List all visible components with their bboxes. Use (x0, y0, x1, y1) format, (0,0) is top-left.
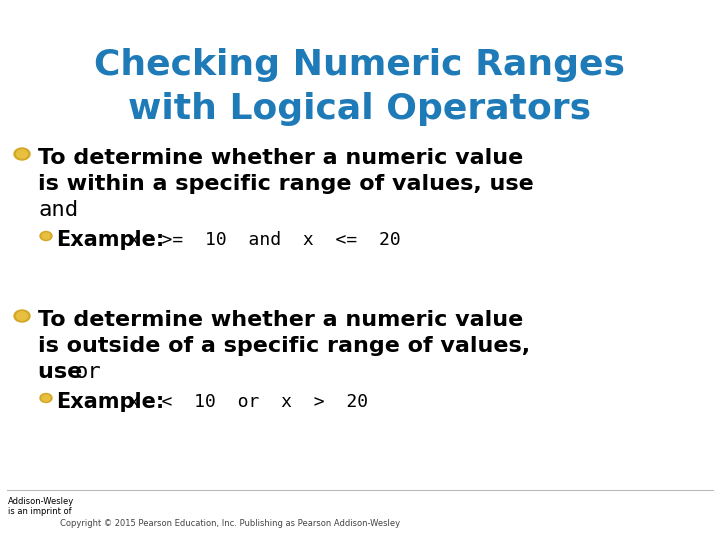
Text: To determine whether a numeric value: To determine whether a numeric value (38, 148, 523, 168)
Text: is an imprint of: is an imprint of (8, 507, 71, 516)
Text: Example:: Example: (56, 392, 164, 412)
Text: Example:: Example: (56, 230, 164, 250)
Text: x  >=  10  and  x  <=  20: x >= 10 and x <= 20 (118, 231, 401, 249)
Text: Addison-Wesley: Addison-Wesley (8, 497, 74, 506)
Text: is within a specific range of values, use: is within a specific range of values, us… (38, 174, 534, 194)
Text: and: and (38, 200, 78, 220)
Text: PEARSON: PEARSON (6, 509, 58, 519)
Text: x  <  10  or  x  >  20: x < 10 or x > 20 (118, 393, 368, 411)
Text: Copyright © 2015 Pearson Education, Inc. Publishing as Pearson Addison-Wesley: Copyright © 2015 Pearson Education, Inc.… (60, 519, 400, 528)
Text: with Logical Operators: with Logical Operators (128, 92, 592, 126)
Text: is outside of a specific range of values,: is outside of a specific range of values… (38, 336, 530, 356)
Text: use: use (38, 362, 90, 382)
Text: To determine whether a numeric value: To determine whether a numeric value (38, 310, 523, 330)
Text: or: or (74, 362, 101, 382)
Text: Checking Numeric Ranges: Checking Numeric Ranges (94, 48, 626, 82)
